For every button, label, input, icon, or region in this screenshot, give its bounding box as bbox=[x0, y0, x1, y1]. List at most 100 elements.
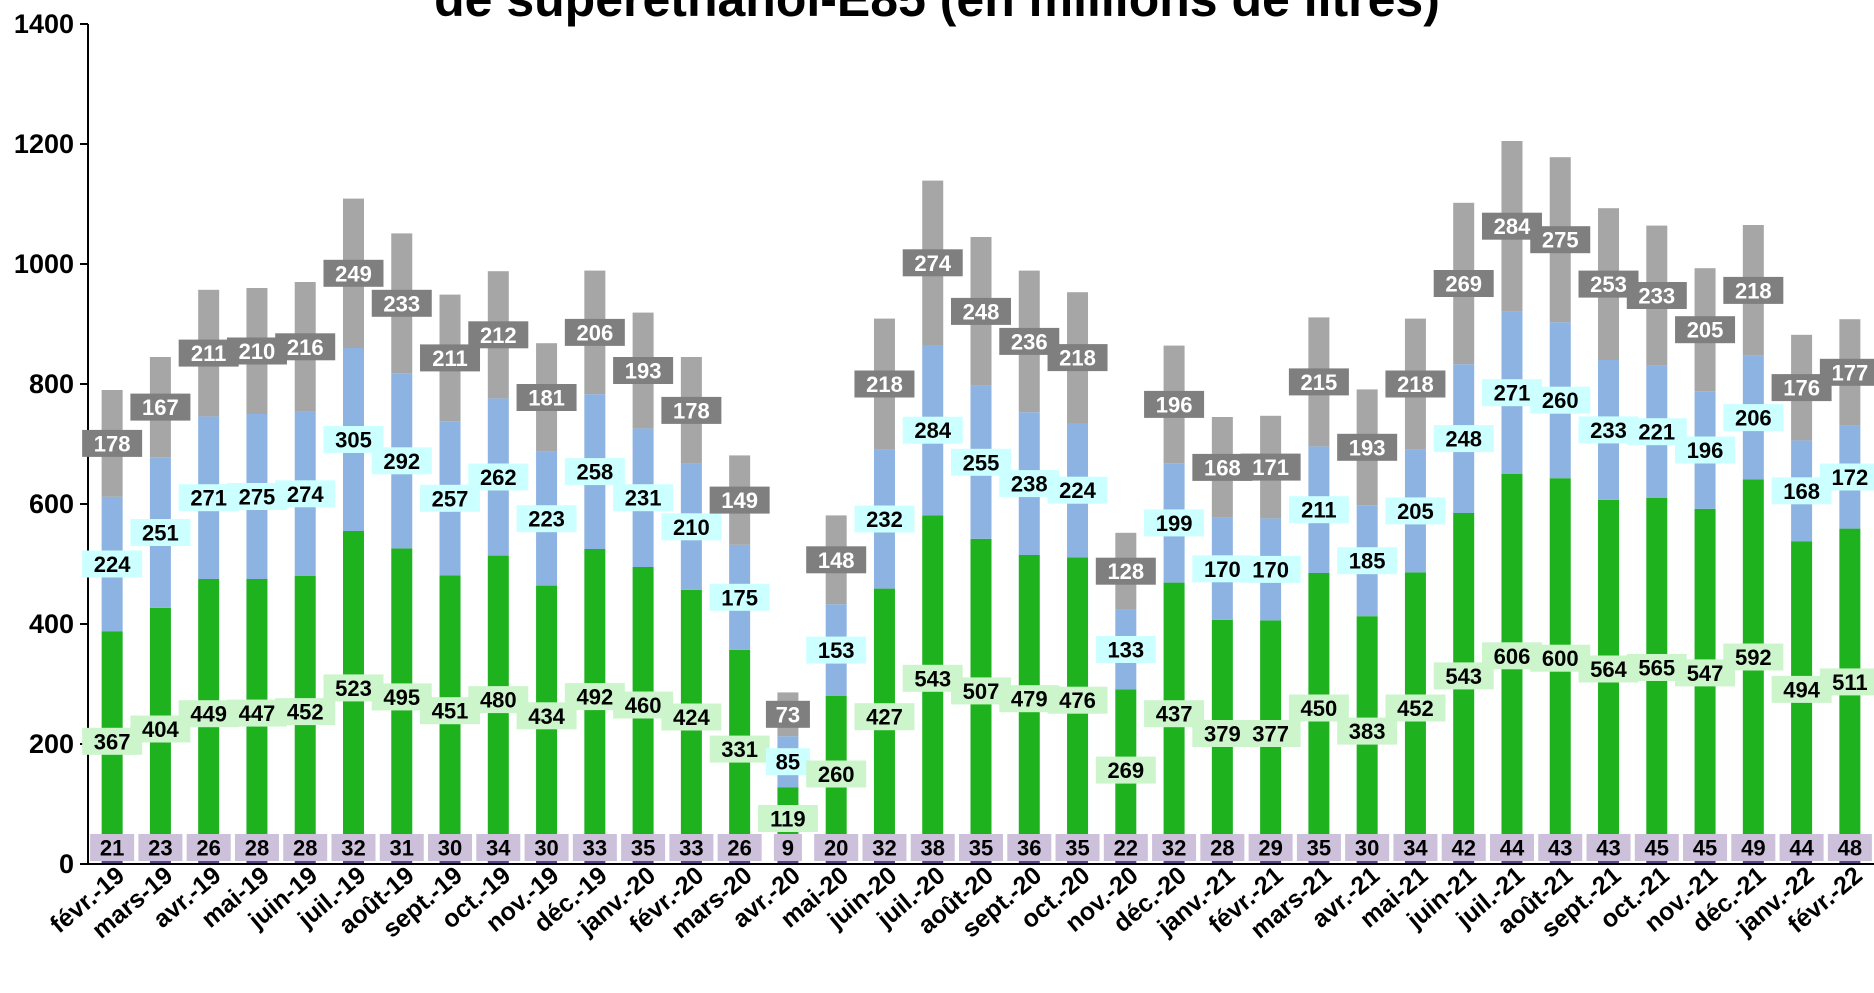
data-label: 523 bbox=[335, 676, 372, 701]
data-label-bg bbox=[572, 834, 617, 861]
data-label-bg bbox=[669, 834, 714, 861]
data-label-bg bbox=[1047, 344, 1108, 372]
data-label-bg bbox=[138, 834, 183, 861]
data-label: 29 bbox=[1258, 836, 1282, 861]
data-label: 437 bbox=[1156, 702, 1193, 727]
data-label: 133 bbox=[1107, 638, 1144, 663]
data-label: 592 bbox=[1735, 645, 1772, 670]
data-label-bg bbox=[331, 834, 376, 861]
data-label: 28 bbox=[1210, 836, 1234, 861]
data-label-bg bbox=[1248, 834, 1293, 861]
data-label: 305 bbox=[335, 428, 372, 453]
data-label: 20 bbox=[824, 836, 848, 861]
data-label-bg bbox=[1200, 834, 1245, 861]
data-label: 233 bbox=[383, 291, 420, 316]
data-label: 275 bbox=[1542, 228, 1579, 253]
data-label: 167 bbox=[142, 395, 179, 420]
bar-segment bbox=[777, 858, 799, 864]
data-label: 271 bbox=[190, 486, 227, 511]
data-label-bg bbox=[468, 321, 529, 349]
data-label: 379 bbox=[1204, 722, 1241, 747]
data-label-bg bbox=[1240, 453, 1301, 481]
data-label-bg bbox=[1144, 390, 1205, 418]
data-label: 447 bbox=[239, 701, 276, 726]
data-label-bg bbox=[1288, 496, 1349, 524]
data-label-bg bbox=[765, 700, 810, 728]
y-tick-label: 1400 bbox=[14, 9, 74, 39]
data-label: 33 bbox=[583, 836, 607, 861]
data-label-bg bbox=[1055, 834, 1100, 861]
data-label: 255 bbox=[963, 450, 1000, 475]
data-label: 262 bbox=[480, 465, 517, 490]
data-label-bg bbox=[1296, 834, 1341, 861]
data-label: 31 bbox=[390, 836, 414, 861]
data-label-bg bbox=[564, 318, 625, 346]
data-label-bg bbox=[1288, 694, 1349, 722]
data-label: 450 bbox=[1301, 696, 1338, 721]
data-label: 35 bbox=[631, 836, 655, 861]
data-label-bg bbox=[476, 834, 521, 861]
data-label: 49 bbox=[1741, 836, 1765, 861]
data-label-bg bbox=[854, 505, 915, 533]
data-label-bg bbox=[902, 416, 963, 444]
data-label-bg bbox=[323, 259, 384, 287]
data-label: 218 bbox=[866, 372, 903, 397]
data-label-bg bbox=[1723, 276, 1784, 304]
data-label-bg bbox=[613, 357, 674, 384]
data-label: 9 bbox=[782, 836, 794, 861]
data-label: 177 bbox=[1832, 360, 1869, 385]
data-label-bg bbox=[1047, 476, 1108, 504]
data-label: 149 bbox=[721, 488, 758, 513]
data-label-bg bbox=[1337, 717, 1398, 745]
y-tick-label: 1200 bbox=[14, 129, 74, 159]
data-label-bg bbox=[130, 393, 191, 421]
data-label: 233 bbox=[1638, 284, 1675, 309]
data-label: 44 bbox=[1789, 836, 1814, 861]
data-label: 28 bbox=[245, 836, 269, 861]
data-label-bg bbox=[379, 834, 424, 861]
data-label: 271 bbox=[1494, 381, 1531, 406]
data-label-bg bbox=[1047, 686, 1108, 714]
data-label-bg bbox=[1723, 643, 1784, 671]
data-label: 171 bbox=[1252, 455, 1289, 480]
data-label: 44 bbox=[1500, 836, 1525, 861]
data-label: 238 bbox=[1011, 472, 1048, 497]
data-label: 45 bbox=[1693, 836, 1717, 861]
data-label-bg bbox=[524, 834, 569, 861]
data-label: 543 bbox=[914, 666, 951, 691]
data-label-bg bbox=[910, 834, 955, 861]
axes-layer: 0200400600800100012001400févr.-19mars-19… bbox=[14, 9, 1874, 944]
data-label: 224 bbox=[1059, 478, 1096, 503]
data-label-bg bbox=[1385, 497, 1446, 525]
data-label-bg bbox=[757, 805, 818, 832]
data-label-bg bbox=[1337, 547, 1398, 575]
y-tick-label: 1000 bbox=[14, 249, 74, 279]
data-label: 210 bbox=[673, 515, 710, 540]
data-label: 38 bbox=[920, 836, 944, 861]
data-label-bg bbox=[371, 447, 432, 475]
data-label: 232 bbox=[866, 507, 903, 532]
data-label: 22 bbox=[1114, 836, 1138, 861]
data-label: 30 bbox=[534, 836, 558, 861]
data-label: 34 bbox=[486, 836, 511, 861]
data-label: 452 bbox=[1397, 696, 1434, 721]
data-label: 181 bbox=[528, 386, 565, 411]
data-label-bg bbox=[516, 505, 577, 533]
data-label: 168 bbox=[1204, 455, 1241, 480]
y-tick-label: 600 bbox=[29, 489, 74, 519]
data-label: 43 bbox=[1548, 836, 1572, 861]
data-label: 215 bbox=[1301, 370, 1338, 395]
data-label: 199 bbox=[1156, 511, 1193, 536]
data-label: 170 bbox=[1252, 557, 1289, 582]
data-label: 480 bbox=[480, 688, 517, 713]
data-label: 43 bbox=[1596, 836, 1620, 861]
data-label-bg bbox=[621, 834, 666, 861]
data-label: 153 bbox=[818, 638, 855, 663]
data-label: 606 bbox=[1494, 644, 1531, 669]
data-label: 274 bbox=[914, 251, 951, 276]
data-label: 452 bbox=[287, 700, 324, 725]
data-label-bg bbox=[283, 834, 328, 861]
data-label: 32 bbox=[872, 836, 896, 861]
